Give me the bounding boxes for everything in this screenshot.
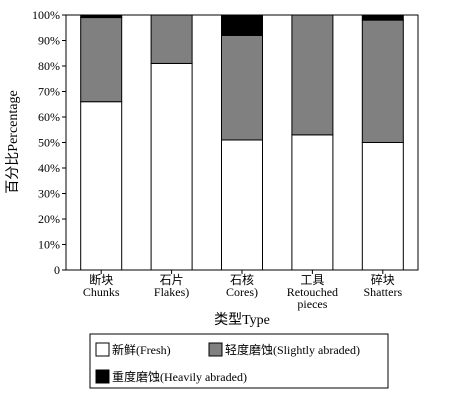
bar-segment-5-3: [361, 14, 404, 21]
bar-segment-4-1: [291, 134, 334, 271]
legend-swatch-3: [95, 369, 110, 384]
legend-swatch-1: [95, 342, 110, 357]
x-category-label: Cores): [226, 285, 258, 299]
bar-segment-4-2: [291, 14, 334, 136]
bar-segment-2-2: [150, 14, 193, 64]
x-category-label: 石核: [230, 273, 254, 287]
legend-label-3: 重度磨蚀(Heavily abraded): [112, 369, 247, 384]
legend-label-1: 新鲜(Fresh): [112, 342, 171, 357]
bar-segment-1-1: [80, 101, 123, 271]
y-tick-label: 20%: [38, 212, 60, 226]
plot-area: 0 10% 20% 30% 40% 50% 60% 70% 80% 90% 100% 断块Chunks…: [32, 8, 419, 311]
x-category-label: pieces: [297, 297, 327, 311]
x-category-label: 石片: [160, 273, 184, 287]
y-tick-label: 0: [54, 263, 60, 277]
x-axis-title: 类型Type: [214, 312, 270, 328]
bar-segment-1-3: [80, 14, 123, 19]
bar-segment-5-2: [361, 19, 404, 144]
bar-segment-3-1: [221, 139, 263, 271]
x-category-label: 碎块: [371, 272, 395, 287]
y-tick-label: 90%: [38, 34, 60, 48]
y-tick-label: 80%: [38, 59, 60, 73]
y-tick-label: 70%: [38, 85, 60, 99]
bar-segment-1-2: [80, 17, 123, 103]
legend: 新鲜(Fresh) 轻度磨蚀(Slightly abraded) 重度磨蚀(Heav…: [89, 333, 389, 389]
y-tick-label: 30%: [38, 187, 60, 201]
bar-segment-5-1: [361, 142, 404, 271]
x-category-label: Retouched: [287, 285, 338, 299]
x-category-label: 工具: [300, 273, 324, 287]
bar-segment-3-2: [221, 34, 263, 141]
y-tick-label: 60%: [38, 110, 60, 124]
y-tick-label: 40%: [38, 161, 60, 175]
x-category-label: Chunks: [83, 285, 120, 299]
legend-swatch-2: [208, 342, 223, 357]
bar-segment-2-1: [150, 62, 193, 271]
x-category-label: 断块: [89, 272, 113, 287]
legend-label-2: 轻度磨蚀(Slightly abraded): [225, 342, 360, 357]
bar-segment-3-3: [221, 14, 263, 36]
legend-box: [89, 333, 389, 389]
x-category-label: Flakes): [154, 285, 189, 299]
x-category-label: Shatters: [363, 285, 402, 299]
y-tick-label: 50%: [38, 136, 60, 150]
y-axis-title: 百分比Percentage: [5, 90, 21, 193]
y-tick-label: 10%: [38, 238, 60, 252]
y-tick-label: 100%: [32, 8, 60, 22]
